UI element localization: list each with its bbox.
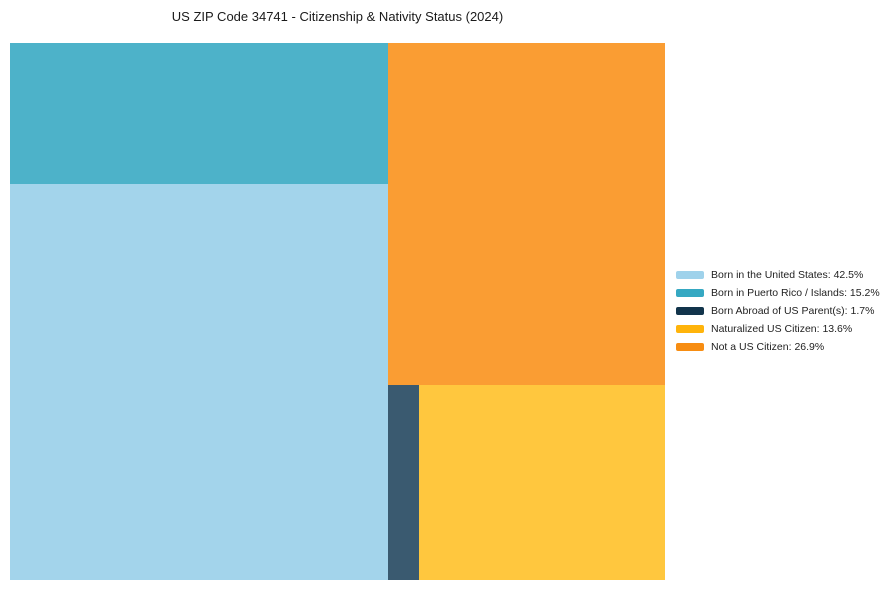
legend-item-not-a-us-citizen[interactable]: Not a US Citizen: 26.9% — [676, 338, 880, 356]
legend-label: Born in Puerto Rico / Islands: 15.2% — [711, 287, 880, 299]
legend-color-swatch — [676, 325, 704, 333]
legend-color-swatch — [676, 289, 704, 297]
legend-label: Not a US Citizen: 26.9% — [711, 341, 825, 353]
legend-label: Naturalized US Citizen: 13.6% — [711, 323, 853, 335]
chart-title: US ZIP Code 34741 - Citizenship & Nativi… — [171, 9, 504, 24]
legend: Born in the United States: 42.5% Born in … — [676, 266, 880, 356]
legend-label: Born in the United States: 42.5% — [711, 269, 864, 281]
legend-item-born-abroad-of-us-parent-s[interactable]: Born Abroad of US Parent(s): 1.7% — [676, 302, 880, 320]
legend-item-born-in-puerto-rico-islands[interactable]: Born in Puerto Rico / Islands: 15.2% — [676, 284, 880, 302]
legend-color-swatch — [676, 343, 704, 351]
treemap-tile-born-in-puerto-rico-islands[interactable] — [10, 43, 388, 184]
legend-item-naturalized-us-citizen[interactable]: Naturalized US Citizen: 13.6% — [676, 320, 880, 338]
legend-item-born-in-the-united-states[interactable]: Born in the United States: 42.5% — [676, 266, 880, 284]
treemap-tile-naturalized-us-citizen[interactable] — [419, 385, 665, 580]
treemap-tile-not-a-us-citizen[interactable] — [388, 43, 665, 385]
legend-label: Born Abroad of US Parent(s): 1.7% — [711, 305, 875, 317]
treemap — [10, 43, 665, 580]
treemap-tile-born-abroad-of-us-parent-s[interactable] — [388, 385, 419, 580]
legend-color-swatch — [676, 271, 704, 279]
legend-color-swatch — [676, 307, 704, 315]
treemap-tile-born-in-the-united-states[interactable] — [10, 184, 388, 580]
